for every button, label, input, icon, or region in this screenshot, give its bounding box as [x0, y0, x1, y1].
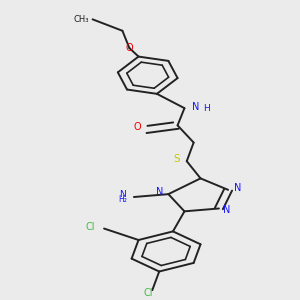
Text: N: N: [234, 183, 241, 193]
Text: N: N: [119, 190, 126, 199]
Text: H₂: H₂: [118, 195, 127, 204]
Text: CH₃: CH₃: [73, 15, 89, 24]
Text: H: H: [203, 104, 210, 113]
Text: Cl: Cl: [85, 222, 95, 232]
Text: N: N: [224, 205, 231, 215]
Text: S: S: [173, 154, 180, 164]
Text: N: N: [192, 102, 200, 112]
Text: O: O: [133, 122, 141, 132]
Text: N: N: [156, 187, 164, 197]
Text: O: O: [125, 43, 133, 53]
Text: Cl: Cl: [144, 288, 153, 298]
